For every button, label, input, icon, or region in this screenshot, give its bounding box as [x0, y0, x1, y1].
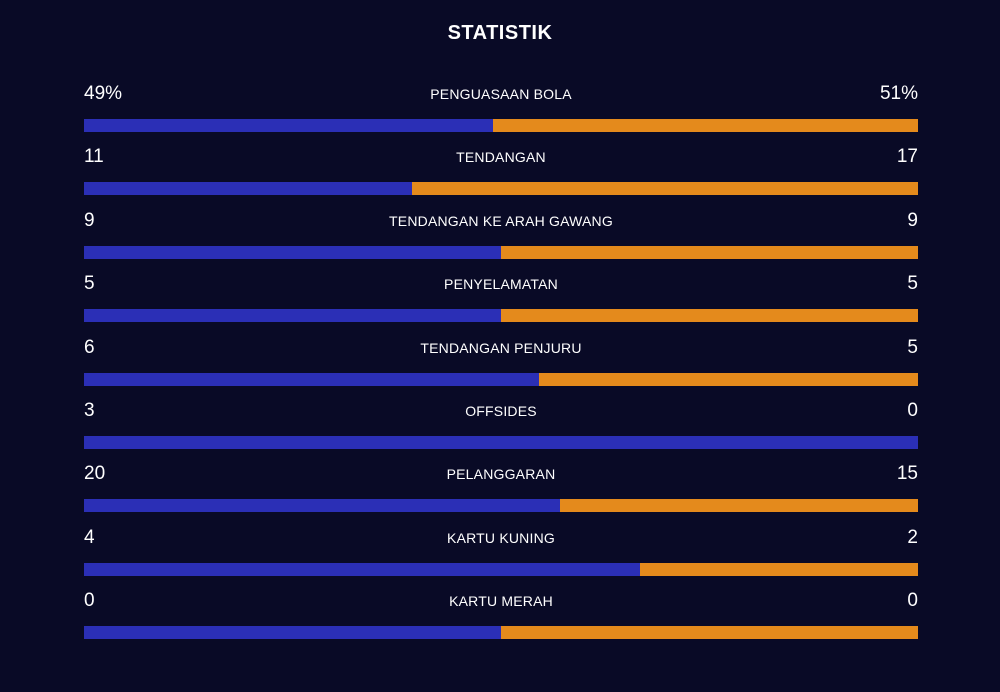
comparison-bar: [84, 626, 918, 640]
away-bar-segment: [492, 119, 918, 132]
stat-row: PENYELAMATAN 5 5: [84, 272, 918, 335]
stat-label: KARTU MERAH: [449, 593, 553, 610]
comparison-bar: [84, 245, 918, 259]
stat-row: PELANGGARAN 20 15: [84, 462, 918, 525]
stat-label: PELANGGARAN: [446, 466, 556, 483]
home-bar-segment: [84, 626, 501, 640]
stat-label: KARTU KUNING: [447, 529, 555, 546]
home-value: 5: [84, 273, 95, 295]
away-value: 5: [907, 273, 918, 295]
away-value: 15: [896, 463, 918, 485]
home-bar-segment: [84, 245, 501, 259]
comparison-bar: [84, 309, 918, 323]
stat-rows: PENGUASAAN BOLA 49% 51% TENDANGAN 11 17 TENDAN…: [84, 82, 918, 653]
home-bar-segment: [84, 562, 641, 576]
away-bar-segment: [501, 309, 918, 323]
away-value: 9: [907, 209, 918, 231]
home-bar-segment: [84, 435, 918, 449]
comparison-bar: [84, 119, 918, 132]
stat-row: TENDANGAN KE ARAH GAWANG 9 9: [84, 209, 918, 272]
home-value: 3: [84, 399, 95, 421]
comparison-bar: [84, 435, 918, 449]
home-value: 11: [84, 146, 104, 168]
stat-row: KARTU KUNING 4 2: [84, 526, 918, 589]
stat-row-header: PENYELAMATAN 5 5: [84, 272, 918, 296]
home-bar-segment: [84, 499, 561, 513]
away-value: 2: [907, 526, 918, 548]
stat-row: OFFSIDES 3 0: [84, 399, 918, 462]
stat-label: TENDANGAN: [456, 149, 546, 166]
away-value: 0: [907, 590, 918, 612]
away-bar-segment: [640, 562, 918, 576]
stat-row: TENDANGAN 11 17: [84, 145, 918, 208]
comparison-bar: [84, 182, 918, 196]
away-value: 5: [907, 336, 918, 358]
stat-row-header: OFFSIDES 3 0: [84, 399, 918, 423]
stat-row-header: PENGUASAAN BOLA 49% 51%: [84, 82, 918, 106]
home-bar-segment: [84, 119, 493, 132]
home-value: 6: [84, 336, 95, 358]
panel-title: STATISTIK: [447, 22, 553, 44]
away-value: 17: [896, 146, 918, 168]
stat-label: PENGUASAAN BOLA: [430, 86, 572, 102]
stat-label: TENDANGAN PENJURU: [420, 339, 582, 356]
home-bar-segment: [84, 372, 539, 386]
stat-label: PENYELAMATAN: [444, 276, 558, 293]
away-value: 51%: [879, 83, 918, 104]
stat-row-header: TENDANGAN 11 17: [84, 145, 918, 169]
home-value: 0: [84, 590, 95, 612]
home-value: 9: [84, 209, 95, 231]
stat-row: PENGUASAAN BOLA 49% 51%: [84, 82, 918, 145]
stat-row-header: KARTU KUNING 4 2: [84, 526, 918, 550]
stat-row: KARTU MERAH 0 0: [84, 589, 918, 652]
comparison-bar: [84, 372, 918, 386]
stat-row-header: PELANGGARAN 20 15: [84, 462, 918, 486]
away-bar-segment: [560, 499, 918, 513]
away-bar-segment: [501, 245, 918, 259]
home-value: 4: [84, 526, 95, 548]
home-value: 20: [84, 463, 106, 485]
stat-row-header: TENDANGAN KE ARAH GAWANG 9 9: [84, 209, 918, 233]
away-bar-segment: [501, 626, 918, 640]
away-bar-segment: [411, 182, 918, 196]
home-bar-segment: [84, 309, 501, 323]
away-bar-segment: [538, 372, 918, 386]
stat-row-header: TENDANGAN PENJURU 6 5: [84, 336, 918, 360]
stat-label: OFFSIDES: [465, 402, 537, 419]
stat-label: TENDANGAN KE ARAH GAWANG: [389, 212, 613, 229]
comparison-bar: [84, 499, 918, 513]
stat-row-header: KARTU MERAH 0 0: [84, 589, 918, 613]
home-bar-segment: [84, 182, 412, 196]
comparison-bar: [84, 562, 918, 576]
home-value: 49%: [84, 83, 123, 104]
away-value: 0: [907, 399, 918, 421]
stat-row: TENDANGAN PENJURU 6 5: [84, 336, 918, 399]
